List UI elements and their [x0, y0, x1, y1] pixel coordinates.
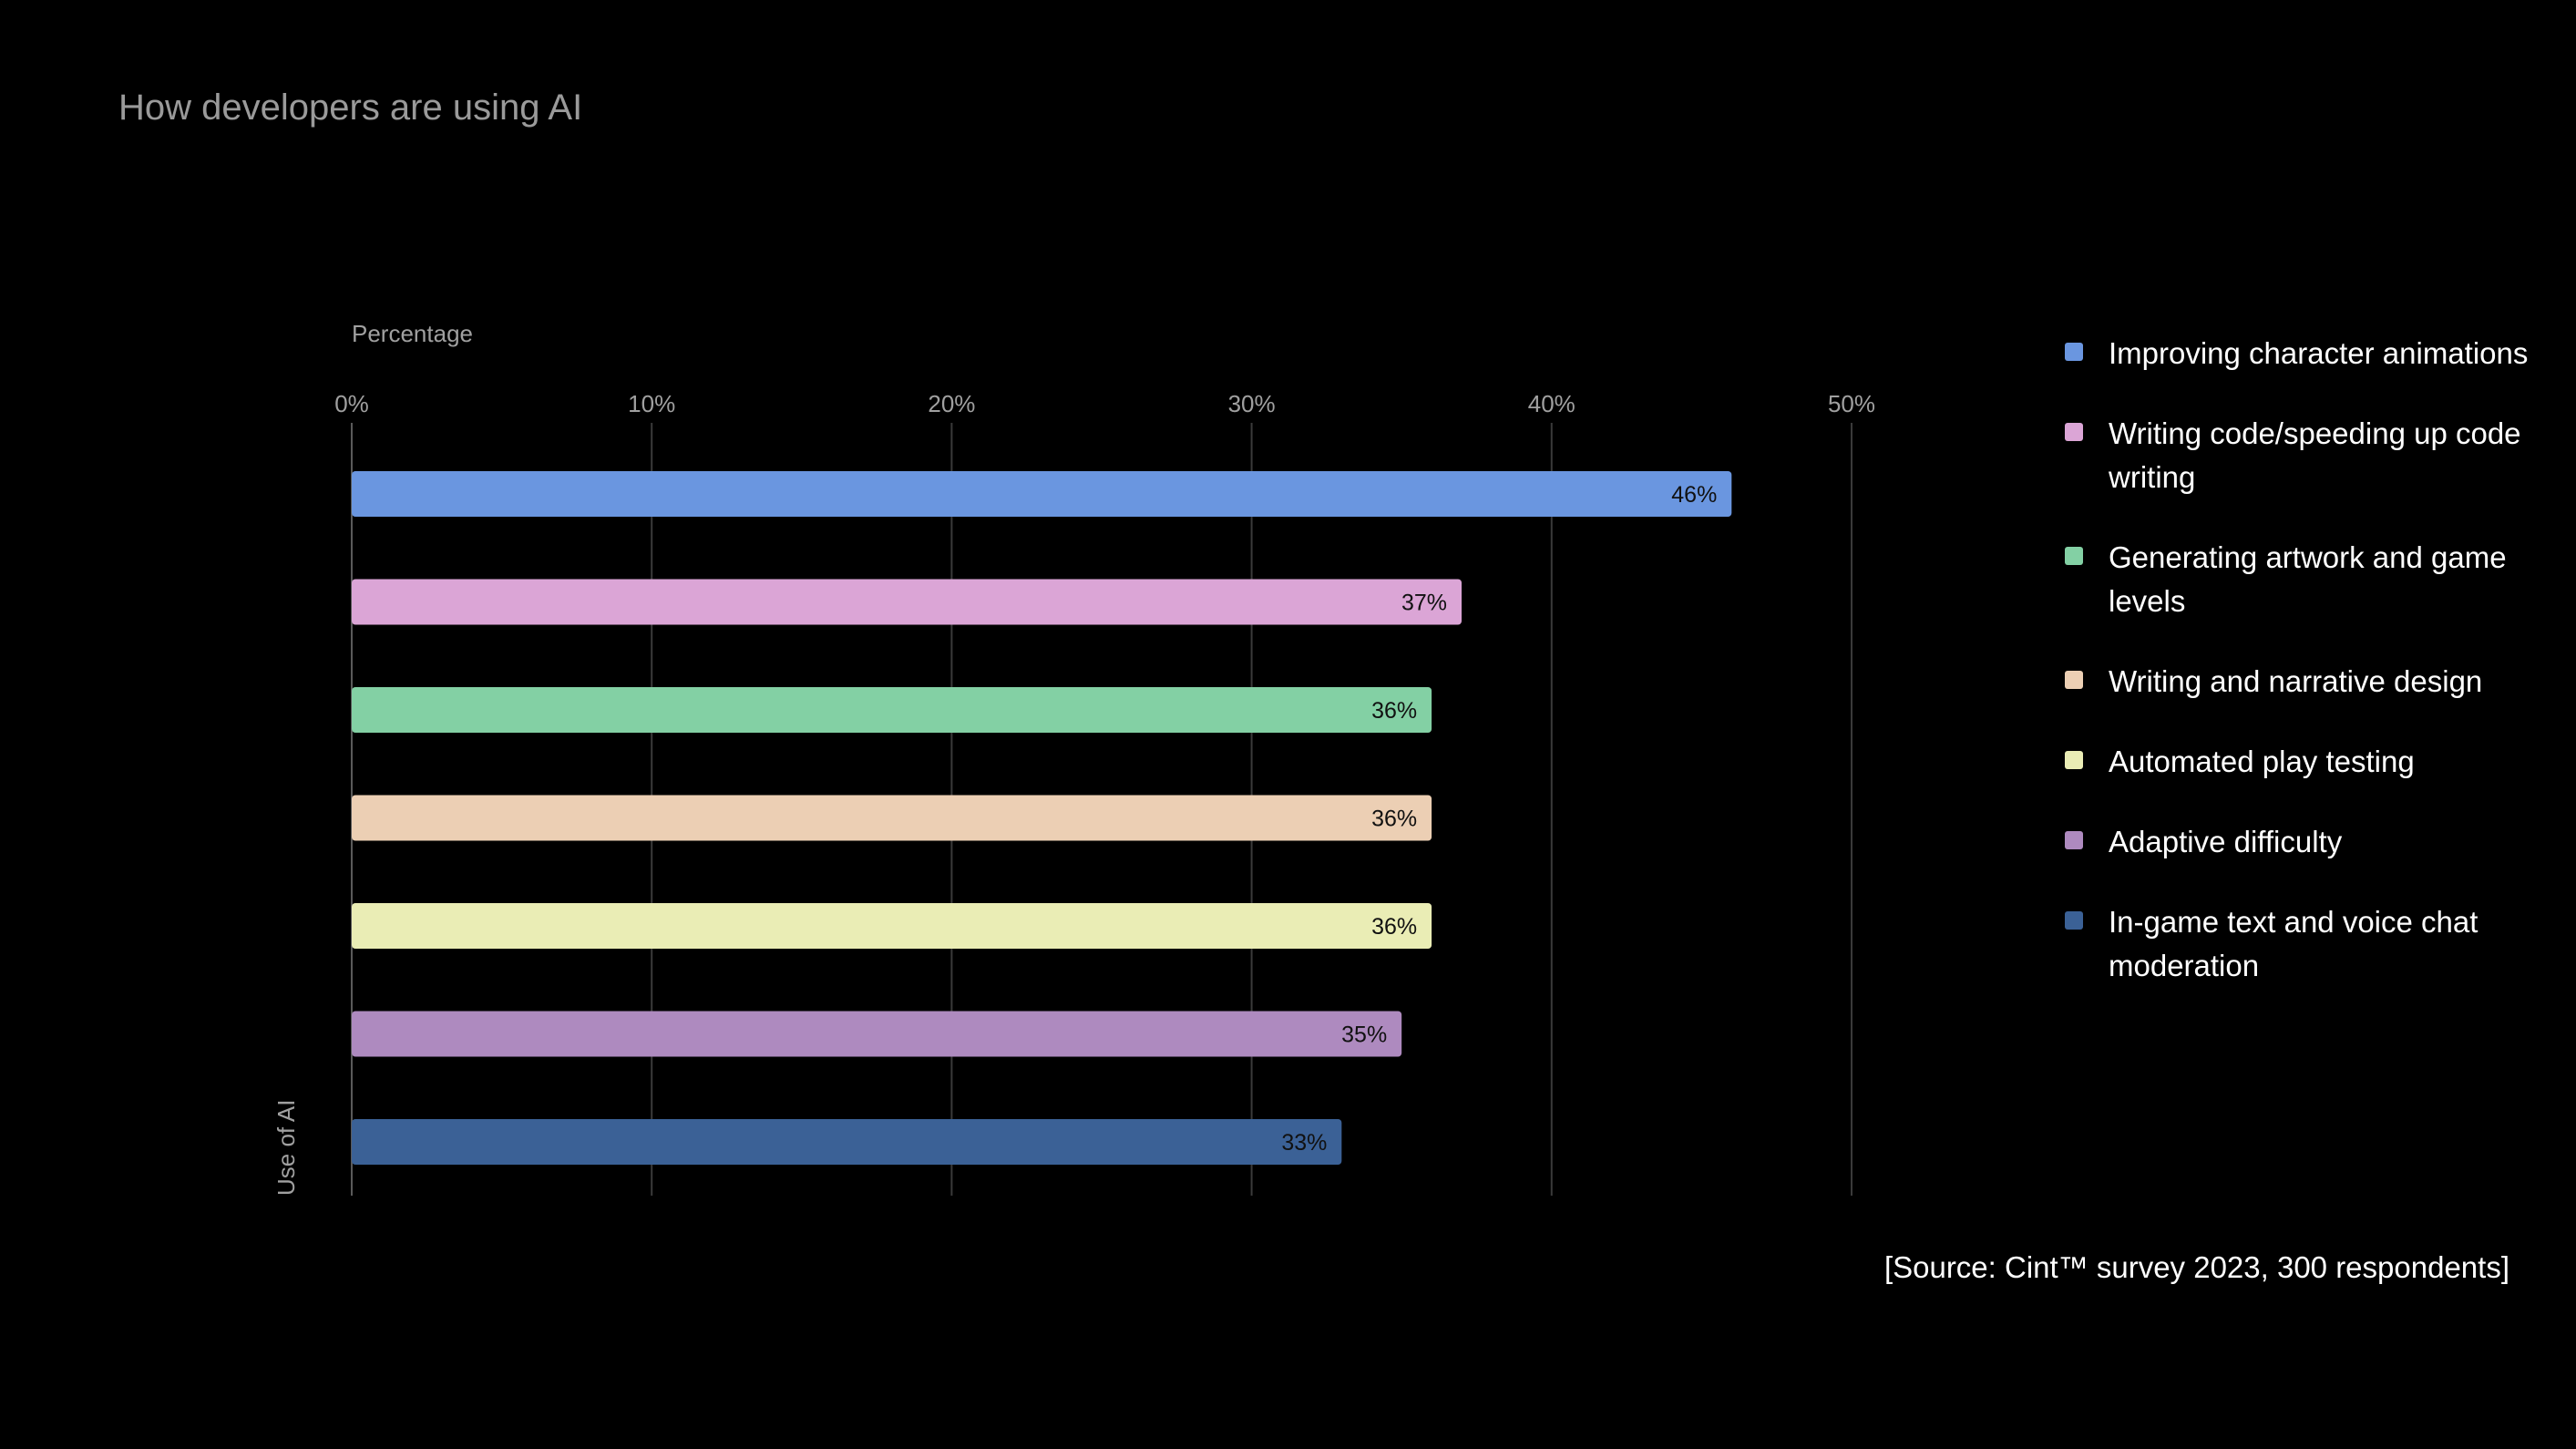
bar-value-label: 36%	[1371, 807, 1417, 832]
legend-item: Generating artwork and game levels	[2061, 536, 2535, 623]
legend-item: Adaptive difficulty	[2061, 820, 2535, 864]
legend-item: Writing and narrative design	[2061, 660, 2535, 704]
bar	[352, 1011, 1402, 1057]
x-tick-label: 40%	[1528, 390, 1575, 417]
legend-label: Improving character animations	[2109, 336, 2529, 370]
legend-label: Adaptive difficulty	[2109, 825, 2343, 858]
legend-swatch	[2065, 671, 2083, 689]
legend-swatch	[2065, 547, 2083, 565]
bar	[352, 579, 1462, 625]
legend-swatch	[2065, 831, 2083, 849]
legend-label: Generating artwork and game levels	[2109, 540, 2507, 618]
x-tick-label: 50%	[1828, 390, 1875, 417]
legend-item: Automated play testing	[2061, 740, 2535, 784]
bar	[352, 687, 1432, 733]
legend-swatch	[2065, 423, 2083, 441]
legend-item: In-game text and voice chat moderation	[2061, 900, 2535, 988]
bar-value-label: 46%	[1671, 482, 1717, 508]
y-axis-title: Use of AI	[272, 1100, 300, 1197]
bar	[352, 1119, 1342, 1165]
legend-label: Writing and narrative design	[2109, 664, 2483, 698]
legend-item: Writing code/speeding up code writing	[2061, 412, 2535, 499]
legend-item: Improving character animations	[2061, 332, 2535, 375]
legend-label: In-game text and voice chat moderation	[2109, 905, 2479, 982]
bars: 46% 37% 36% 36% 36% 35% 33%	[352, 471, 1732, 1165]
x-tick-label: 30%	[1228, 390, 1276, 417]
chart-legend: Improving character animations Writing co…	[2061, 332, 2535, 1024]
x-axis-ticks: 0% 10% 20% 30% 40% 50%	[334, 390, 1875, 417]
legend-label: Automated play testing	[2109, 745, 2415, 778]
bar	[352, 795, 1432, 841]
legend-label: Writing code/speeding up code writing	[2109, 416, 2521, 494]
bar-value-label: 37%	[1401, 591, 1447, 616]
legend-swatch	[2065, 911, 2083, 930]
x-axis-title: Percentage	[352, 320, 473, 347]
bar-value-label: 36%	[1371, 914, 1417, 940]
bar-value-label: 35%	[1341, 1023, 1387, 1048]
bar-value-label: 33%	[1281, 1130, 1327, 1156]
bar	[352, 471, 1732, 517]
x-tick-label: 10%	[628, 390, 675, 417]
bar-value-label: 36%	[1371, 698, 1417, 724]
source-note: [Source: Cint™ survey 2023, 300 responde…	[1883, 1250, 2509, 1284]
legend-swatch	[2065, 343, 2083, 361]
page-title: How developers are using AI	[118, 87, 583, 128]
bar	[352, 903, 1432, 949]
x-tick-label: 0%	[334, 390, 369, 417]
x-tick-label: 20%	[928, 390, 975, 417]
legend-swatch	[2065, 751, 2083, 769]
